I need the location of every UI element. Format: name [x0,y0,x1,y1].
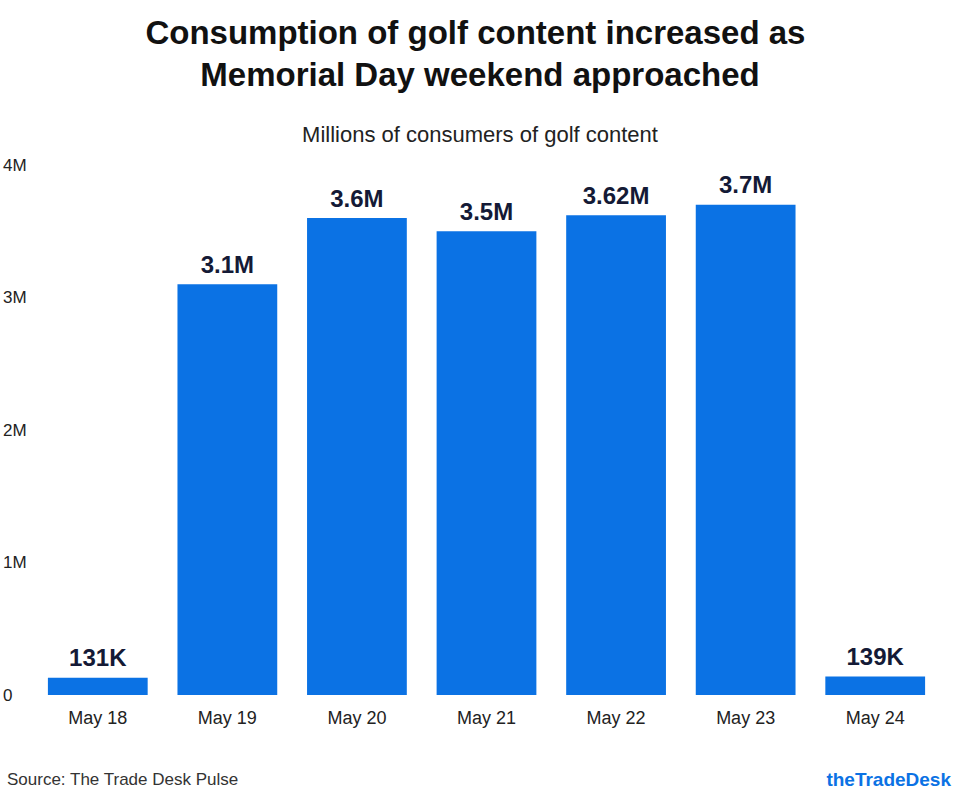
svg-text:Source: The Trade Desk Pulse: Source: The Trade Desk Pulse [7,770,238,789]
svg-text:3.6M: 3.6M [330,185,383,212]
svg-text:0: 0 [3,686,12,705]
svg-text:May 19: May 19 [198,708,257,728]
svg-text:May 21: May 21 [457,708,516,728]
svg-text:May 24: May 24 [846,708,905,728]
svg-text:May 22: May 22 [587,708,646,728]
svg-text:3.7M: 3.7M [719,171,772,198]
svg-text:Consumption of golf content in: Consumption of golf content increased as [145,14,814,51]
svg-text:2M: 2M [3,421,27,440]
svg-text:3.62M: 3.62M [583,182,650,209]
svg-text:131K: 131K [69,644,127,671]
svg-text:1M: 1M [3,553,27,572]
svg-text:Memorial Day weekend approache: Memorial Day weekend approached [200,56,759,93]
svg-text:3.1M: 3.1M [201,251,254,278]
svg-text:4M: 4M [3,156,27,175]
svg-text:May 20: May 20 [327,708,386,728]
svg-text:May 23: May 23 [716,708,775,728]
svg-text:theTradeDesk: theTradeDesk [826,769,951,790]
svg-text:Millions of consumers of golf: Millions of consumers of golf content [302,122,658,147]
svg-text:3.5M: 3.5M [460,198,513,225]
svg-text:May 18: May 18 [68,708,127,728]
svg-text:139K: 139K [847,643,905,670]
svg-text:3M: 3M [3,288,27,307]
